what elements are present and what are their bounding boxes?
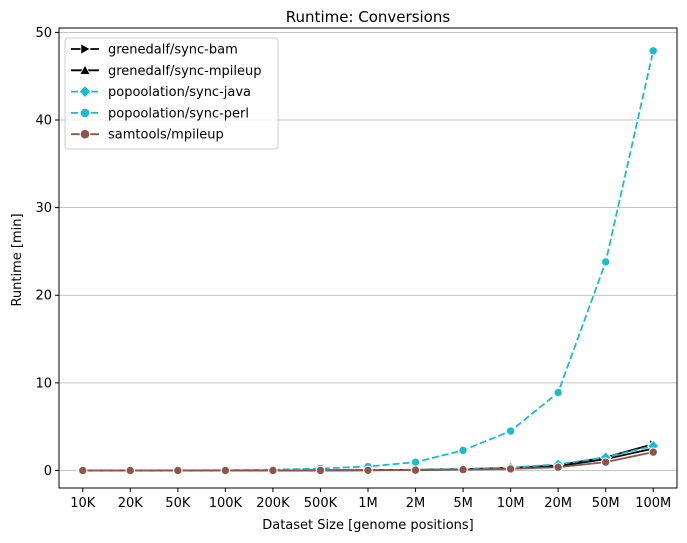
data-point	[554, 463, 562, 471]
legend-label: grenedalf/sync-mpileup	[108, 64, 262, 79]
x-tick-label: 1M	[358, 496, 378, 511]
y-tick-label: 20	[35, 289, 52, 304]
data-point	[459, 465, 467, 473]
y-axis-label: Runtime [min]	[10, 213, 25, 306]
data-point	[554, 388, 562, 396]
x-axis-label: Dataset Size [genome positions]	[262, 518, 474, 533]
data-point	[601, 258, 609, 266]
legend-label: grenedalf/sync-bam	[108, 43, 238, 58]
x-tick-label: 50K	[165, 496, 191, 511]
data-point	[316, 466, 324, 474]
x-tick-label: 100M	[635, 496, 671, 511]
data-point	[649, 47, 657, 55]
data-point	[411, 466, 419, 474]
legend-label: samtools/mpileup	[108, 128, 224, 143]
legend-label: popoolation/sync-java	[108, 85, 251, 100]
data-point	[459, 446, 467, 454]
y-tick-label: 0	[44, 464, 52, 479]
y-axis: 0 10 20 30 40 50	[35, 26, 59, 479]
x-tick-label: 50M	[592, 496, 620, 511]
legend: grenedalf/sync-bam grenedalf/sync-mpileup…	[65, 38, 278, 149]
data-point	[506, 465, 514, 473]
legend-marker	[80, 129, 90, 139]
x-axis: 10K 20K 50K 100K 200K 500K 1M 2M 5M 10M 20M 50M 100M	[70, 488, 671, 511]
x-tick-label: 100K	[209, 496, 243, 511]
x-tick-label: 500K	[304, 496, 338, 511]
x-tick-label: 10K	[70, 496, 96, 511]
legend-marker	[80, 108, 90, 118]
y-tick-label: 40	[35, 114, 52, 129]
y-tick-label: 30	[35, 201, 52, 216]
x-tick-label: 200K	[256, 496, 290, 511]
data-point	[411, 458, 419, 466]
x-tick-label: 2M	[406, 496, 426, 511]
data-point	[601, 458, 609, 466]
data-point	[79, 466, 87, 474]
y-tick-label: 50	[35, 26, 52, 41]
data-point	[364, 466, 372, 474]
y-tick-label: 10	[35, 376, 52, 391]
data-point	[649, 448, 657, 456]
data-point	[506, 427, 514, 435]
x-tick-label: 20K	[118, 496, 144, 511]
data-point	[269, 466, 277, 474]
data-point	[126, 466, 134, 474]
legend-label: popoolation/sync-perl	[108, 106, 249, 121]
x-tick-label: 20M	[544, 496, 572, 511]
chart-title: Runtime: Conversions	[286, 8, 451, 26]
x-tick-label: 5M	[453, 496, 473, 511]
data-point	[221, 466, 229, 474]
x-tick-label: 10M	[497, 496, 525, 511]
data-point	[174, 466, 182, 474]
